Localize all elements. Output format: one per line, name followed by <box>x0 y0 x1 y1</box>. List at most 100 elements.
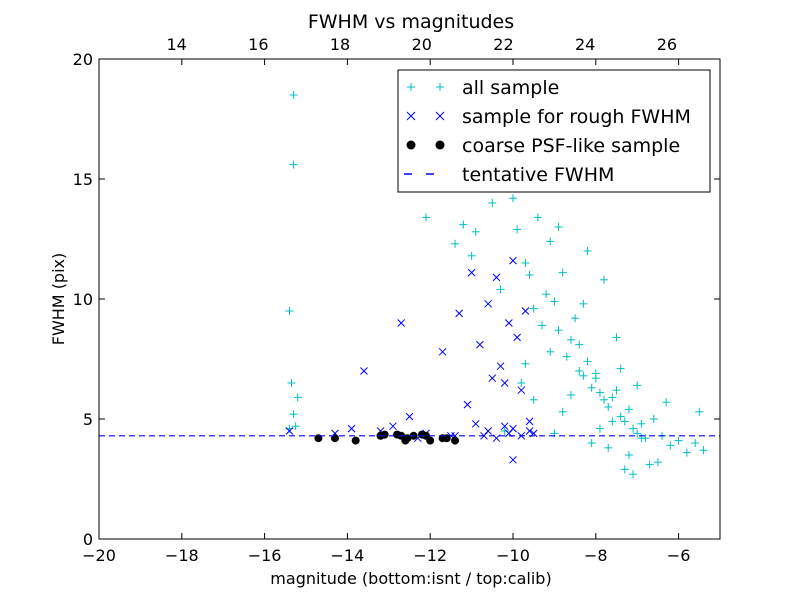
rough-fwhm-point-b <box>347 424 356 433</box>
all-sample-point <box>529 304 538 313</box>
all-sample-point <box>629 424 638 433</box>
top-x-tick-label: 18 <box>330 35 350 54</box>
all-sample-point <box>533 213 542 222</box>
all-sample-point <box>633 429 642 438</box>
rough-fwhm-point-b <box>484 427 493 435</box>
legend-label: all sample <box>462 77 559 99</box>
all-sample-point <box>624 405 633 414</box>
all-sample-point <box>595 424 604 433</box>
rough-fwhm-point <box>521 307 530 315</box>
all-sample-point <box>513 225 522 234</box>
all-sample-point <box>521 359 530 368</box>
legend-x-icon-b <box>435 111 445 121</box>
all-sample-point <box>291 422 300 431</box>
rough-fwhm-point-b <box>496 362 505 371</box>
rough-fwhm-point-b <box>509 424 517 433</box>
x-tick-label: −18 <box>165 546 199 565</box>
rough-fwhm-point-b <box>285 427 294 435</box>
rough-fwhm-point-b <box>467 268 476 277</box>
rough-fwhm-point-b <box>521 307 530 315</box>
all-sample-point <box>554 223 563 231</box>
rough-fwhm-point-b <box>405 412 414 421</box>
all-sample-point <box>496 285 505 294</box>
all-sample-point <box>600 275 609 284</box>
all-sample-point <box>674 436 683 445</box>
x-tick-label: −10 <box>496 546 530 565</box>
rough-fwhm-point <box>484 299 493 308</box>
rough-fwhm-point-b <box>360 367 368 375</box>
all-sample-point <box>620 417 629 426</box>
x-tick-label: −16 <box>248 546 282 565</box>
x-tick-label: −14 <box>331 546 365 565</box>
all-sample-point <box>695 407 704 416</box>
all-sample-point <box>587 439 596 447</box>
rough-fwhm-point-b <box>389 422 397 431</box>
rough-fwhm-point <box>509 256 517 265</box>
rough-fwhm-point <box>500 379 509 387</box>
all-sample-point <box>600 395 609 404</box>
top-x-tick-label: 22 <box>493 35 513 54</box>
all-sample-point <box>525 271 534 279</box>
all-sample-point <box>608 393 617 402</box>
all-sample-point <box>616 412 625 421</box>
rough-fwhm-point <box>438 347 447 356</box>
all-sample-point <box>662 398 671 407</box>
rough-fwhm-point <box>360 367 368 375</box>
all-sample-point <box>575 340 584 349</box>
all-sample-point <box>633 381 642 390</box>
rough-fwhm-point <box>517 386 526 395</box>
all-sample-point <box>546 347 555 356</box>
rough-fwhm-point-b <box>488 374 497 383</box>
all-sample-point <box>500 427 509 435</box>
all-sample-point <box>691 439 700 447</box>
x-axis-label: magnitude (bottom:isnt / top:calib) <box>270 569 551 588</box>
all-sample-point <box>546 237 555 246</box>
rough-fwhm-point-b <box>513 333 521 342</box>
all-sample-point <box>422 213 431 222</box>
all-sample-point <box>682 448 691 457</box>
rough-fwhm-point-b <box>509 455 517 464</box>
all-sample-point <box>287 379 296 387</box>
legend-x-icon-b <box>406 111 416 121</box>
rough-fwhm-point <box>476 340 484 349</box>
psf-like-point <box>380 430 389 439</box>
all-sample-point <box>604 443 613 452</box>
top-x-tick-label: 16 <box>248 35 268 54</box>
top-x-tick-label: 26 <box>657 35 677 54</box>
all-sample-point <box>666 441 675 450</box>
axis-ticks: −20 −18 −16 −14 −12 −10 −8 −6 14 16 18 20 22 24 26 0 5 10… <box>73 35 720 565</box>
all-sample-point <box>467 251 476 260</box>
rough-fwhm-point <box>492 273 501 282</box>
rough-fwhm-point-b <box>509 256 517 265</box>
all-sample-point <box>604 403 613 411</box>
all-sample-point <box>612 333 621 342</box>
rough-fwhm-point <box>463 400 472 409</box>
top-x-tick-label: 20 <box>412 35 432 54</box>
psf-like-point <box>351 436 360 445</box>
y-tick-label: 10 <box>73 290 93 309</box>
all-sample-point <box>616 364 625 373</box>
all-sample-point <box>550 297 559 306</box>
rough-fwhm-point <box>525 417 534 426</box>
x-tick-label: −12 <box>413 546 447 565</box>
all-sample-point <box>645 460 654 469</box>
y-tick-label: 5 <box>83 410 93 429</box>
top-x-tick-label: 14 <box>166 35 186 54</box>
rough-fwhm-point-b <box>463 400 472 409</box>
all-sample-point <box>289 160 298 169</box>
y-tick-label: 0 <box>83 530 93 549</box>
all-sample-point <box>595 388 604 397</box>
all-sample-point <box>620 465 629 474</box>
legend-x-icon <box>435 111 445 121</box>
rough-fwhm-point <box>500 422 509 431</box>
all-sample-point <box>289 410 298 419</box>
all-sample-point <box>579 299 588 308</box>
rough-fwhm-point <box>509 455 517 464</box>
x-tick-label: −8 <box>584 546 608 565</box>
psf-like-point <box>426 436 435 445</box>
all-sample-point <box>542 290 551 299</box>
legend-plus-icon <box>436 83 444 91</box>
rough-fwhm-point <box>347 424 356 433</box>
rough-fwhm-point-b <box>517 386 526 395</box>
all-sample-point <box>558 268 567 277</box>
